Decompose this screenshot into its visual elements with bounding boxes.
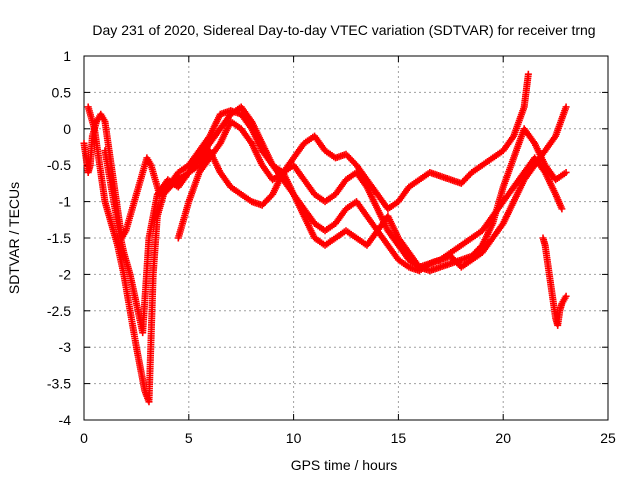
axis-ticks	[83, 55, 609, 421]
data-point	[558, 205, 566, 213]
chart-title: Day 231 of 2020, Sidereal Day-to-day VTE…	[92, 22, 595, 38]
x-tick-label: 15	[391, 430, 407, 446]
x-axis-label: GPS time / hours	[291, 457, 398, 473]
x-tick-label: 20	[495, 430, 511, 446]
y-axis-label: SDTVAR / TECUs	[6, 182, 22, 294]
y-tick-labels: -4 -3.5 -3 -2.5 -2 -1.5 -1 -0.5 0 0.5 1	[47, 48, 71, 428]
y-tick-label: 0	[63, 121, 71, 137]
y-tick-label: -1	[59, 194, 72, 210]
data-point	[524, 70, 532, 78]
x-tick-label: 0	[80, 430, 88, 446]
y-tick-label: 0.5	[52, 84, 72, 100]
series-track-4	[174, 103, 570, 275]
data-point	[562, 168, 570, 176]
x-tick-labels: 0 5 10 15 20 25	[80, 430, 616, 446]
y-tick-label: -0.5	[47, 157, 71, 173]
data-point	[562, 292, 570, 300]
y-tick-label: 1	[63, 48, 71, 64]
series-track-5	[539, 234, 570, 329]
y-tick-label: -2	[59, 266, 72, 282]
x-tick-label: 5	[185, 430, 193, 446]
y-tick-label: -2.5	[47, 303, 71, 319]
y-tick-label: -4	[59, 412, 72, 428]
x-tick-label: 25	[600, 430, 616, 446]
y-tick-label: -3.5	[47, 376, 71, 392]
grid-lines	[84, 56, 608, 420]
data-point	[562, 103, 570, 111]
x-tick-label: 10	[286, 430, 302, 446]
y-tick-label: -3	[59, 339, 72, 355]
data-points	[80, 70, 570, 406]
y-tick-label: -1.5	[47, 230, 71, 246]
